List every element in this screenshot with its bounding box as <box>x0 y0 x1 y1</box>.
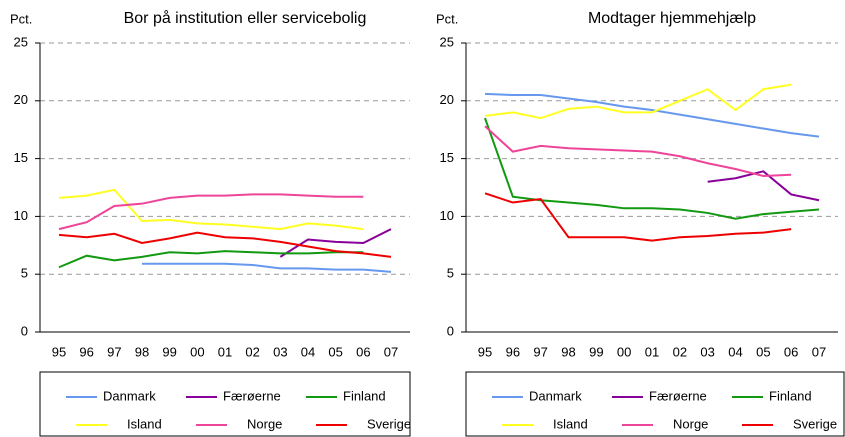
x-tick-label: 05 <box>328 344 342 359</box>
legend-label: Finland <box>769 388 812 403</box>
legend-label: Finland <box>343 388 386 403</box>
series-line <box>58 188 364 231</box>
x-tick-label: 07 <box>812 344 826 359</box>
y-tick-label: 25 <box>440 34 454 49</box>
x-tick-label: 02 <box>245 344 259 359</box>
series-line <box>707 170 820 202</box>
x-tick-label: 02 <box>673 344 687 359</box>
series-line <box>484 117 820 220</box>
x-tick-label: 99 <box>589 344 603 359</box>
series-line <box>484 125 792 177</box>
x-tick-label: 04 <box>728 344 742 359</box>
series-line <box>484 83 792 120</box>
y-tick-label: 0 <box>447 323 454 338</box>
legend-box <box>465 371 845 437</box>
x-tick-label: 96 <box>506 344 520 359</box>
x-tick-label: 03 <box>700 344 714 359</box>
y-tick-label: 0 <box>21 323 28 338</box>
y-tick-label: 15 <box>14 150 28 165</box>
y-tick-label: 20 <box>14 92 28 107</box>
legend-label: Island <box>127 416 162 431</box>
y-tick-label: 10 <box>440 208 454 223</box>
series-line <box>58 193 364 231</box>
legend-label: Island <box>553 416 588 431</box>
y-tick-label: 10 <box>14 208 28 223</box>
y-axis-label: Pct. <box>10 11 32 26</box>
x-tick-label: 96 <box>79 344 93 359</box>
y-tick-label: 5 <box>447 266 454 281</box>
legend-label: Sverige <box>793 416 837 431</box>
x-tick-label: 06 <box>784 344 798 359</box>
x-tick-label: 97 <box>533 344 547 359</box>
x-tick-label: 95 <box>52 344 66 359</box>
legend-label: Færøerne <box>223 388 281 403</box>
legend-label: Danmark <box>529 388 582 403</box>
x-tick-label: 97 <box>107 344 121 359</box>
x-tick-label: 04 <box>301 344 315 359</box>
legend-label: Færøerne <box>649 388 707 403</box>
chart-title: Bor på institution eller servicebolig <box>124 9 367 27</box>
x-tick-label: 99 <box>162 344 176 359</box>
legend-label: Norge <box>247 416 282 431</box>
x-tick-label: 00 <box>190 344 204 359</box>
series-line <box>484 192 792 242</box>
x-tick-label: 00 <box>617 344 631 359</box>
x-tick-label: 06 <box>356 344 370 359</box>
legend-box <box>39 371 411 437</box>
y-tick-label: 25 <box>14 34 28 49</box>
x-tick-label: 98 <box>561 344 575 359</box>
y-axis-label: Pct. <box>436 11 458 26</box>
series-line <box>58 231 392 258</box>
legend-label: Norge <box>673 416 708 431</box>
legend-label: Sverige <box>367 416 411 431</box>
y-tick-label: 15 <box>440 150 454 165</box>
legend-label: Danmark <box>103 388 156 403</box>
y-tick-label: 5 <box>21 266 28 281</box>
x-tick-label: 95 <box>478 344 492 359</box>
x-tick-label: 03 <box>273 344 287 359</box>
y-tick-label: 20 <box>440 92 454 107</box>
series-line <box>484 92 820 138</box>
x-tick-label: 98 <box>135 344 149 359</box>
series-line <box>142 262 392 273</box>
x-tick-label: 07 <box>384 344 398 359</box>
x-tick-label: 01 <box>645 344 659 359</box>
chart-title: Modtager hjemmehjælp <box>588 10 756 27</box>
x-tick-label: 05 <box>756 344 770 359</box>
series-line <box>58 250 364 269</box>
x-tick-label: 01 <box>218 344 232 359</box>
